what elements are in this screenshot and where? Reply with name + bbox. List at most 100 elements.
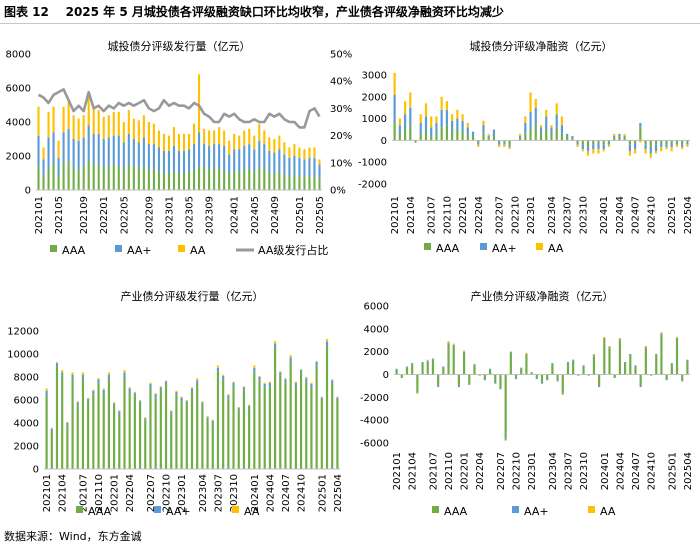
- bar-aaplus: [149, 383, 152, 388]
- bar-aaplus: [198, 132, 201, 167]
- x-tick-label: 202401: [230, 196, 241, 234]
- bar-aaa: [529, 129, 532, 141]
- bar-aaa: [400, 374, 403, 378]
- bar-aaa: [654, 140, 658, 145]
- bar-aa: [524, 116, 527, 123]
- bar-aaplus: [572, 359, 575, 361]
- bar-aa: [248, 404, 251, 406]
- legend-swatch: [232, 506, 239, 513]
- bar-aaplus: [457, 385, 461, 388]
- bar-aaa: [237, 410, 240, 469]
- bar-aaa: [655, 355, 658, 375]
- x-tick-label: 202207: [146, 474, 157, 512]
- bar-aaplus: [258, 140, 261, 168]
- bar-aaa: [555, 127, 558, 141]
- bar-aaa: [618, 340, 621, 375]
- x-tick-label: 202101: [34, 196, 45, 234]
- bar-aaa: [628, 140, 631, 145]
- x-tick-label: 202501: [295, 196, 306, 234]
- bar-aa: [660, 146, 663, 152]
- bar-aaplus: [421, 361, 424, 364]
- bar-aa: [555, 103, 558, 115]
- bar-aaplus: [452, 344, 455, 346]
- bar-aa: [525, 352, 528, 354]
- legend-swatch: [480, 243, 487, 250]
- bar-aaa: [87, 401, 90, 469]
- bar-aa: [66, 421, 69, 423]
- bar-aaplus: [477, 142, 480, 145]
- bar-aa: [504, 439, 507, 441]
- bar-aaplus: [81, 374, 85, 379]
- bar-aa: [618, 337, 621, 340]
- bar-aaplus: [675, 142, 679, 145]
- x-tick-label: 202201: [460, 452, 471, 490]
- bar-aa: [299, 368, 303, 371]
- bar-aaplus: [598, 385, 601, 388]
- bar-aaplus: [293, 156, 296, 175]
- x-tick-label: 202409: [270, 196, 281, 234]
- bar-aa: [203, 128, 206, 145]
- bar-aa: [232, 381, 235, 383]
- x-tick-label: 202407: [631, 452, 642, 490]
- x-tick-label: 202304: [548, 452, 559, 490]
- bar-aa: [208, 130, 211, 146]
- bar-aaplus: [284, 379, 287, 383]
- bar-aaa: [331, 383, 334, 469]
- bar-aa: [112, 111, 115, 136]
- bar-aaa: [289, 360, 292, 469]
- bar-aaa: [137, 167, 140, 190]
- chart-panel-3: 产业债分评级发行量（亿元） 0 2000 4000 6000 8000 10000 12000…: [7, 289, 344, 518]
- bar-aa: [318, 159, 321, 165]
- bar-aaa: [456, 129, 459, 141]
- source-note: 数据来源：Wind，东方金诚: [4, 530, 142, 543]
- bar-aa: [47, 111, 50, 138]
- bar-aaplus: [97, 379, 100, 383]
- bar-aaa: [61, 375, 64, 469]
- bar-aaa: [546, 374, 549, 380]
- bar-aaplus: [613, 136, 616, 139]
- bar-aaa: [421, 363, 424, 375]
- bar-aaplus: [238, 149, 241, 172]
- bar-aa: [198, 74, 201, 133]
- bar-aa: [278, 135, 281, 150]
- x-tick-label: 202204: [475, 452, 486, 490]
- bar-aaa: [431, 359, 435, 375]
- bar-aaa: [447, 343, 450, 375]
- bar-aaa: [293, 174, 296, 190]
- bar-aaa: [466, 133, 469, 141]
- bar-aaa: [263, 167, 266, 190]
- bar-aa: [117, 111, 120, 136]
- y-tick-label: 0: [381, 136, 387, 147]
- bar-aaa: [623, 363, 627, 375]
- x-tick-label: 202210: [510, 196, 521, 234]
- bar-aaa: [118, 414, 121, 469]
- bar-aaa: [649, 140, 652, 147]
- bar-aaa: [416, 374, 419, 392]
- x-tick-label: 202210: [512, 452, 523, 490]
- bar-aa: [430, 116, 433, 128]
- bar-aa: [273, 341, 277, 344]
- bar-aaa: [492, 136, 496, 141]
- y-tick-label: 2000: [6, 152, 31, 163]
- bar-aa: [213, 130, 216, 145]
- x-tick-label: 202404: [615, 452, 626, 490]
- bar-aaplus: [681, 144, 684, 147]
- bar-aa: [518, 133, 522, 137]
- bar-aaa: [483, 374, 486, 380]
- chart-title: 城投债分评级发行量（亿元）: [108, 39, 251, 53]
- bar-aaplus: [102, 389, 105, 394]
- bar-aa: [133, 391, 136, 394]
- bar-aaplus: [263, 144, 266, 168]
- bar-aaplus: [618, 133, 621, 137]
- bar-aaa: [524, 133, 527, 141]
- bar-aaplus: [52, 132, 55, 165]
- x-tick-label: 202504: [683, 196, 694, 234]
- bar-aaa: [514, 374, 518, 378]
- bar-aaa: [566, 136, 569, 141]
- bar-aa: [37, 106, 40, 136]
- bar-aaplus: [409, 107, 412, 126]
- y-tick-label: 4000: [6, 118, 31, 129]
- chart-title: 产业债分评级发行量（亿元）: [121, 289, 264, 303]
- bar-aaplus: [447, 342, 450, 344]
- bar-aa: [426, 359, 429, 361]
